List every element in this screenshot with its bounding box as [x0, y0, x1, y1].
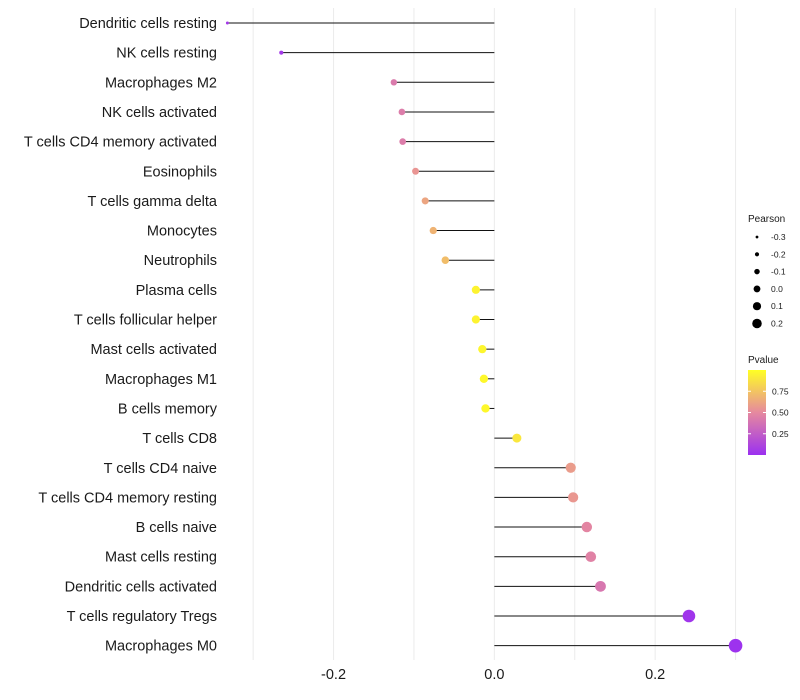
category-label: NK cells activated — [102, 105, 217, 121]
lollipop-dot — [512, 433, 522, 443]
x-tick-label: 0.2 — [645, 667, 665, 683]
category-label: B cells naive — [136, 520, 217, 536]
category-label: Dendritic cells activated — [65, 579, 217, 595]
legend-size-key — [754, 252, 760, 257]
lollipop-dot — [399, 138, 407, 145]
lollipop-dot — [225, 21, 229, 25]
legend-pvalue: Pvalue 0.75 0.50 0.25 — [748, 355, 789, 455]
lollipop-dot — [412, 167, 420, 175]
colorbar-tick-label: 0.75 — [772, 386, 789, 396]
lollipop-dot — [398, 108, 406, 116]
legend-size-key — [752, 302, 762, 311]
category-label: Eosinophils — [143, 164, 217, 180]
lollipop-dot — [390, 79, 398, 86]
lollipop-dot — [568, 492, 579, 503]
lollipop-dot — [441, 256, 450, 264]
lollipop-dot — [421, 197, 429, 205]
lollipop-dot — [585, 551, 597, 562]
category-axis-labels: Dendritic cells resting NK cells resting M… — [24, 16, 218, 655]
legend-size-key — [754, 268, 760, 275]
colorbar-tick-label: 0.50 — [772, 408, 789, 418]
lollipop-stems — [227, 22, 736, 647]
legend-size-label: 0.2 — [771, 319, 783, 329]
x-tick-label: -0.2 — [321, 667, 346, 683]
category-label: Macrophages M2 — [105, 75, 217, 91]
lollipop-dots — [225, 21, 743, 653]
lollipop-dot — [481, 404, 490, 413]
lollipop-dot — [581, 521, 593, 533]
gridlines — [252, 8, 737, 660]
category-label: T cells CD4 naive — [104, 461, 217, 477]
lollipop-dot — [479, 374, 489, 383]
category-label: T cells gamma delta — [88, 194, 218, 210]
legend-size-key — [752, 318, 762, 329]
lollipop-dot — [595, 580, 606, 592]
category-label: T cells CD4 memory activated — [24, 135, 217, 151]
legend-size-key — [753, 285, 761, 293]
category-label: B cells memory — [118, 401, 218, 417]
category-label: T cells CD8 — [142, 431, 217, 447]
x-tick-label: 0.0 — [484, 667, 504, 683]
lollipop-dot — [682, 609, 696, 623]
category-label: Dendritic cells resting — [79, 16, 217, 32]
lollipop-dot — [429, 226, 437, 235]
colorbar-tick-label: 0.25 — [772, 429, 789, 439]
legend-pvalue-title: Pvalue — [748, 355, 779, 366]
category-label: NK cells resting — [116, 46, 217, 62]
category-label: Mast cells activated — [90, 342, 217, 358]
category-label: T cells regulatory Tregs — [67, 609, 217, 625]
legend-size-label: 0.0 — [771, 284, 783, 294]
x-axis-tick-labels: -0.2 0.0 0.2 — [321, 667, 665, 683]
lollipop-dot — [478, 345, 487, 354]
legend-pearson: Pearson -0.3 -0.2 -0.1 0.0 0.1 0.2 — [748, 214, 786, 329]
category-label: Neutrophils — [144, 253, 217, 269]
category-label: Plasma cells — [136, 283, 217, 299]
legend-size-key — [755, 235, 759, 239]
lollipop-dot — [279, 50, 284, 55]
category-label: Macrophages M1 — [105, 372, 217, 388]
lollipop-dot — [471, 285, 480, 294]
pvalue-colorbar — [748, 370, 766, 455]
category-label: Monocytes — [147, 224, 217, 240]
category-label: Mast cells resting — [105, 550, 217, 566]
category-label: Macrophages M0 — [105, 639, 217, 655]
lollipop-dot — [471, 315, 480, 324]
legend-size-label: -0.3 — [771, 232, 786, 242]
legend-size-label: -0.2 — [771, 249, 786, 259]
legend-size-label: -0.1 — [771, 267, 786, 277]
legend-size-label: 0.1 — [771, 301, 783, 311]
lollipop-dot — [728, 638, 743, 653]
category-label: T cells CD4 memory resting — [38, 490, 217, 506]
legend-pearson-title: Pearson — [748, 214, 785, 225]
lollipop-dot — [565, 462, 576, 473]
category-label: T cells follicular helper — [74, 313, 217, 329]
